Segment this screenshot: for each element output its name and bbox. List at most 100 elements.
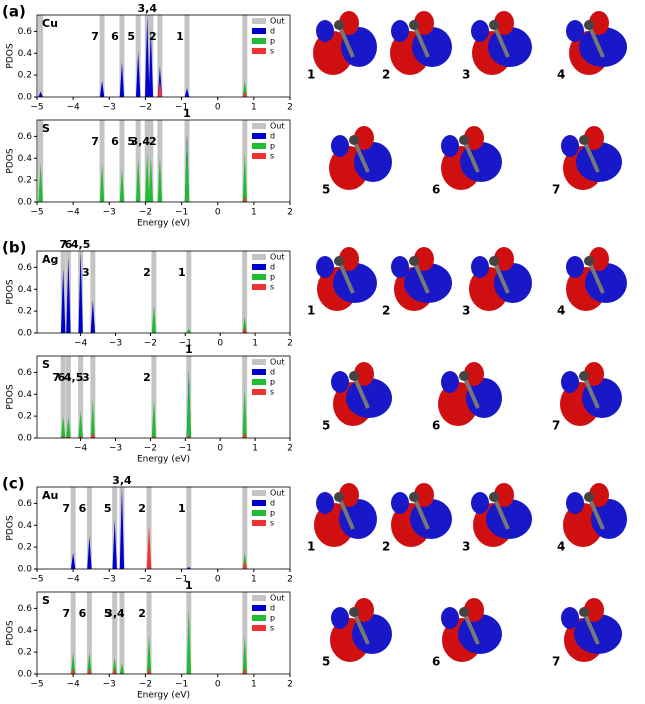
peak-label: 5 xyxy=(127,30,135,43)
peak-label: 3,4 xyxy=(105,607,125,620)
xlabel: Energy (eV) xyxy=(137,455,190,465)
orbital-label: 6 xyxy=(432,183,440,197)
y-tick-label: 0.6 xyxy=(18,263,33,273)
lobe-blue xyxy=(441,135,459,157)
pdos-peak xyxy=(242,635,248,674)
atom xyxy=(579,371,589,381)
lobe-red xyxy=(414,247,434,271)
legend-label: s xyxy=(270,624,274,633)
lobe-red xyxy=(589,483,609,507)
legend-label: p xyxy=(270,378,275,387)
pdos-peak xyxy=(119,62,125,97)
pdos-peak xyxy=(119,169,125,202)
peak-label: 2 xyxy=(138,607,146,620)
y-tick-label: 0.4 xyxy=(18,390,33,400)
x-tick-label: 2 xyxy=(287,103,293,113)
peak-label: 1 xyxy=(185,579,193,592)
pdos-peak xyxy=(38,163,43,202)
peak-label: 1 xyxy=(185,343,193,356)
lobe-red xyxy=(494,11,514,35)
legend-label: Out xyxy=(270,489,285,498)
chart-label: S xyxy=(42,594,50,607)
y-tick-label: 0.6 xyxy=(18,499,33,509)
orbital-image xyxy=(471,483,532,547)
lobe-blue xyxy=(471,256,489,278)
pdos-peak xyxy=(146,635,152,674)
orbital-label: 2 xyxy=(382,304,390,318)
orbital-label: 7 xyxy=(552,419,560,433)
x-tick-label: −4 xyxy=(74,444,88,454)
y-tick-label: 0.0 xyxy=(18,93,33,103)
atom xyxy=(584,20,594,30)
orbital-image xyxy=(329,126,392,190)
lobe-blue xyxy=(488,27,532,67)
atom xyxy=(459,135,469,145)
out-bar xyxy=(157,15,163,97)
legend-swatch xyxy=(252,389,266,395)
ylabel: PDOS xyxy=(6,384,16,409)
pdos-peak xyxy=(66,256,71,333)
lobe-blue xyxy=(441,607,459,629)
lobe-blue xyxy=(494,263,532,303)
lobe-blue xyxy=(316,256,334,278)
atom xyxy=(579,607,589,617)
pdos-peak xyxy=(242,388,247,438)
peak-label: 1 xyxy=(176,30,184,43)
peak-label: 7 xyxy=(62,607,70,620)
panel-label: (c) xyxy=(2,475,25,493)
y-tick-label: 0.4 xyxy=(18,521,33,531)
out-bar xyxy=(146,592,152,674)
out-bar xyxy=(38,120,44,202)
orbital-label: 5 xyxy=(322,183,330,197)
x-tick-label: −1 xyxy=(175,680,188,690)
orbital-image xyxy=(441,126,502,190)
out-bar xyxy=(186,487,192,569)
pdos-peak xyxy=(66,416,71,438)
y-tick-label: 0.2 xyxy=(18,543,32,553)
lobe-blue xyxy=(591,499,627,539)
bond xyxy=(337,24,355,58)
pdos-peak xyxy=(242,80,248,97)
bond xyxy=(587,260,605,294)
orbital-label: 2 xyxy=(382,68,390,82)
peak-label: 2 xyxy=(143,371,151,384)
legend-swatch xyxy=(252,605,266,611)
x-tick-label: −1 xyxy=(175,103,188,113)
atom xyxy=(334,492,344,502)
x-tick-label: −2 xyxy=(139,103,152,113)
lobe-red xyxy=(589,11,609,35)
out-bar xyxy=(65,356,71,438)
x-tick-label: −4 xyxy=(67,575,81,585)
bond xyxy=(412,24,430,58)
lobe-red xyxy=(339,11,359,35)
x-tick-label: −4 xyxy=(74,339,88,349)
x-tick-label: 2 xyxy=(287,575,293,585)
out-bar xyxy=(184,15,190,97)
orbital-image xyxy=(566,11,627,75)
chart-label: S xyxy=(42,122,50,135)
lobe-blue xyxy=(574,614,622,654)
bond xyxy=(587,24,605,58)
pdos-peak xyxy=(242,327,247,333)
out-bar xyxy=(242,251,248,333)
orbital-image xyxy=(313,11,377,75)
legend-swatch xyxy=(252,38,266,44)
pdos-peak xyxy=(186,372,191,438)
out-bar xyxy=(151,251,157,333)
lobe-red xyxy=(354,126,374,150)
peak-label: 7 xyxy=(59,238,67,251)
out-bar xyxy=(186,251,192,333)
panel-label: (a) xyxy=(2,3,26,21)
pdos-peak xyxy=(70,552,76,569)
bond xyxy=(492,496,510,530)
lobe-blue xyxy=(561,135,579,157)
x-tick-label: −5 xyxy=(30,575,43,585)
legend-label: d xyxy=(270,368,275,377)
out-bar xyxy=(38,15,44,97)
pdos-peak xyxy=(99,163,105,202)
orbital-label: 4 xyxy=(557,68,565,82)
orbital-image xyxy=(566,247,627,311)
chart-label: S xyxy=(42,358,50,371)
legend-swatch xyxy=(252,123,266,129)
atom xyxy=(409,256,419,266)
